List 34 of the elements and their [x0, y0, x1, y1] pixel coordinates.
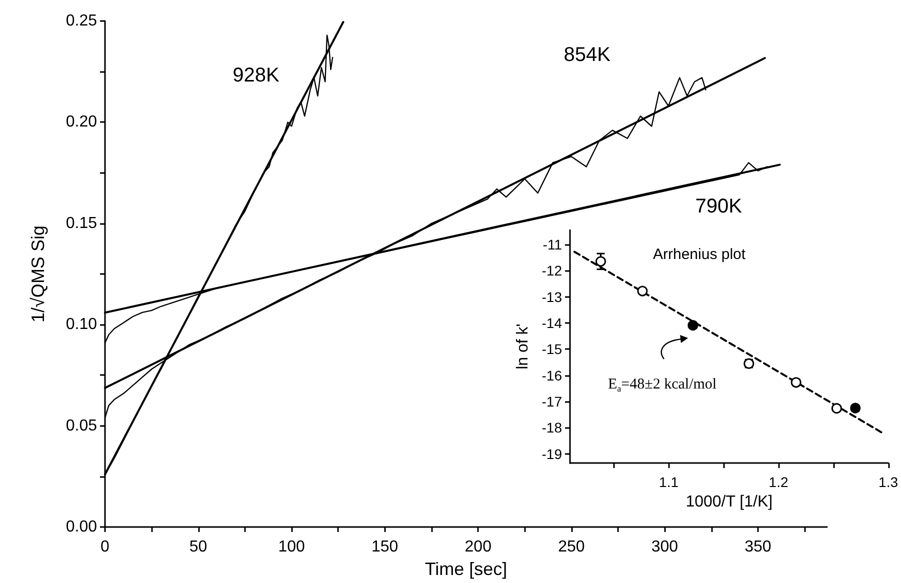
- x-tick-label: 100: [278, 538, 306, 556]
- y-tick-label: 0.10: [66, 316, 98, 334]
- x-tick-label: 1.3: [878, 474, 898, 490]
- y-tick-label: 0.15: [66, 214, 98, 232]
- x-axis-title: 1000/T [1/K]: [686, 494, 773, 510]
- x-tick-label: 1.2: [768, 474, 788, 490]
- y-axis-title: ln of k': [514, 324, 532, 370]
- y-tick-label: -17: [542, 394, 562, 410]
- x-tick-label: 1.1: [659, 474, 679, 490]
- y-tick-label: -15: [542, 341, 562, 358]
- series-label: 928K: [232, 64, 280, 86]
- x-tick-label: 350: [744, 538, 772, 556]
- series-label: 790K: [695, 196, 743, 218]
- x-tick-label: 150: [371, 538, 398, 556]
- x-tick-label: 200: [464, 538, 492, 556]
- y-tick-label: 0.20: [66, 114, 98, 131]
- x-tick-label: 50: [189, 538, 208, 556]
- x-tick-label: 300: [651, 538, 678, 556]
- y-axis-title: 1/√QMS Sig: [28, 226, 48, 322]
- y-tick-label: 0.00: [66, 518, 98, 536]
- y-tick-label: -11: [542, 236, 562, 252]
- y-tick-label: -12: [542, 262, 562, 279]
- y-tick-label: -18: [542, 420, 562, 436]
- y-tick-label: 0.25: [66, 12, 98, 30]
- text: 854K: [564, 44, 612, 66]
- x-axis-title: Time [sec]: [424, 558, 508, 579]
- y-tick-label: -13: [542, 288, 562, 305]
- y-tick-label: -16: [542, 367, 562, 384]
- y-tick-label: 0.05: [66, 417, 98, 434]
- y-tick-label: -19: [542, 446, 562, 462]
- annotation: Arrhenius plot: [653, 246, 746, 263]
- x-tick-label: 250: [558, 538, 585, 556]
- x-tick-label: 0: [100, 538, 110, 556]
- y-tick-label: -14: [542, 314, 562, 331]
